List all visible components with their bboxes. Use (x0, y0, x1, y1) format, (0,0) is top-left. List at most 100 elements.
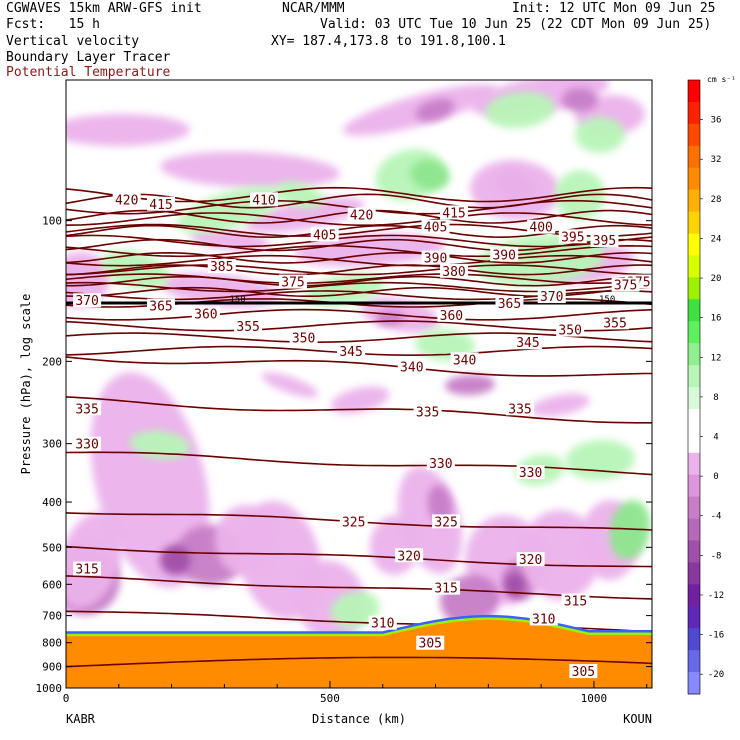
pressure-150-label-left: 150 (229, 295, 245, 305)
theta-label: 335 (75, 402, 98, 417)
colorbar-swatch (688, 123, 700, 147)
theta-line (66, 575, 652, 600)
w-blob (575, 116, 625, 154)
theta-label-bg (191, 306, 220, 321)
colorbar-label: -20 (708, 670, 724, 680)
theta-line (66, 396, 652, 424)
theta-label-bg (440, 263, 469, 278)
colorbar-label: -8 (711, 551, 722, 561)
theta-label-bg (506, 401, 535, 416)
colorbar-frame (687, 79, 701, 695)
theta-label-bg (558, 229, 587, 244)
colorbar-label: 0 (713, 472, 718, 482)
theta-label: 375 (614, 279, 637, 294)
colorbar-swatch (688, 211, 700, 234)
colorbar-swatch (688, 518, 700, 541)
theta-label-bg (337, 343, 366, 358)
theta-label-bg (279, 274, 308, 289)
w-blob (562, 87, 598, 113)
theta-label: 345 (339, 345, 362, 360)
w-blob (245, 197, 365, 233)
theta-label-bg (289, 330, 318, 345)
y-tick-label: 700 (42, 610, 62, 623)
theta-label-bg (112, 192, 141, 207)
theta-label-bg (234, 318, 263, 333)
colorbar-swatch (688, 145, 700, 169)
theta-label: 340 (400, 360, 423, 375)
theta-line (66, 212, 652, 226)
theta-label-bg (426, 455, 455, 470)
init-time: Init: 12 UTC Mon 09 Jun 25 (512, 1, 716, 16)
theta-label: 330 (75, 438, 98, 453)
colorbar-swatch (688, 606, 700, 629)
colorbar-swatch (688, 277, 700, 300)
theta-label: 375 (281, 276, 304, 291)
theta-label: 320 (519, 553, 542, 568)
colorbar-swatch (688, 387, 700, 410)
x-tick-label: 0 (63, 692, 70, 705)
theta-label: 330 (519, 466, 542, 481)
theta-line (66, 451, 652, 476)
theta-label: 360 (440, 309, 463, 324)
w-blob (485, 91, 555, 129)
theta-label: 350 (292, 332, 315, 347)
colorbar-swatch (688, 321, 700, 344)
w-blob (415, 98, 455, 122)
y-tick-label: 1000 (36, 682, 63, 695)
colorbar-label: -4 (711, 512, 722, 522)
colorbar-swatch (688, 255, 700, 278)
theta-label-bg (529, 611, 558, 626)
colorbar-swatch (688, 365, 700, 388)
theta-label: 315 (75, 563, 98, 578)
theta-label: 395 (593, 234, 616, 249)
theta-label-bg (432, 580, 461, 595)
w-blob (410, 159, 450, 191)
colorbar-swatch (688, 167, 700, 191)
theta-label-bg (395, 548, 424, 563)
theta-line (66, 264, 652, 276)
distance-axis: 0 500 1000 (63, 681, 648, 705)
colorbar-swatch (688, 189, 700, 213)
theta-line (66, 238, 652, 252)
y-tick-label: 100 (42, 215, 62, 228)
terrain-edge-green (66, 617, 652, 637)
theta-label: 390 (492, 248, 515, 263)
theta-line (66, 193, 652, 209)
colorbar-label: 4 (713, 433, 718, 443)
theta-label: 355 (236, 320, 259, 335)
theta-label-bg (516, 465, 545, 480)
colorbar-swatch (688, 343, 700, 366)
theta-label: 335 (416, 405, 439, 420)
w-blob (504, 573, 526, 597)
theta-label: 310 (532, 612, 555, 627)
valid-time: Valid: 03 UTC Tue 10 Jun 25 (22 CDT Mon … (320, 17, 712, 32)
theta-label-bg (73, 401, 102, 416)
theta-label-bg (590, 233, 619, 248)
theta-line (66, 264, 652, 276)
theta-label: 320 (397, 549, 420, 564)
theta-label-bg (516, 552, 545, 567)
colorbar: 36 32 28 24 20 16 12 8 4 0 -4 -8 -12 -16 -20 (687, 79, 724, 695)
w-blob (295, 233, 445, 267)
colorbar-label: 20 (711, 274, 722, 284)
y-tick-label: 400 (42, 496, 62, 509)
theta-label: 315 (434, 582, 457, 597)
colorbar-label: 28 (711, 195, 722, 205)
theta-line (66, 244, 652, 258)
terrain-fill (66, 614, 652, 688)
theta-line (66, 251, 652, 264)
y-tick-label: 200 (42, 355, 62, 368)
model-title: CGWAVES 15km ARW-GFS init (6, 1, 202, 16)
theta-line (66, 332, 652, 343)
w-blob (330, 386, 390, 414)
w-blob (261, 372, 319, 398)
theta-label: 365 (149, 300, 172, 315)
theta-label: 325 (342, 515, 365, 530)
theta-line-305 (66, 656, 652, 668)
colorbar-swatch (688, 408, 700, 432)
y-tick-label: 600 (42, 578, 62, 591)
theta-line (66, 320, 652, 332)
theta-label: 305 (419, 637, 442, 652)
theta-label: 365 (498, 297, 521, 312)
